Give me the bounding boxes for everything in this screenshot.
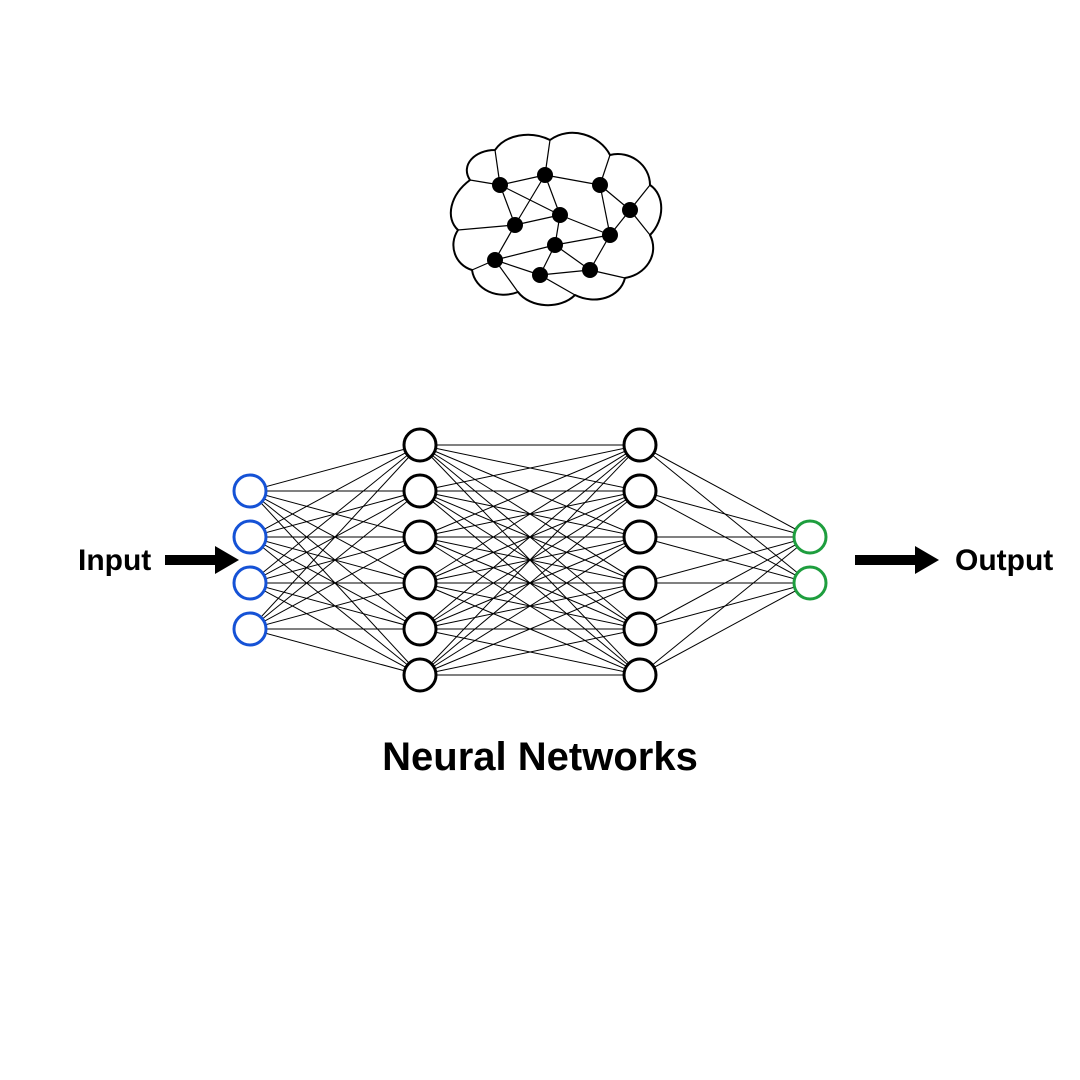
brain-icon: [451, 133, 661, 305]
brain-node: [602, 227, 618, 243]
nn-node-hidden1: [404, 475, 436, 507]
brain-edge: [560, 215, 610, 235]
input-label: Input: [78, 544, 151, 577]
nn-node-hidden1: [404, 659, 436, 691]
brain-edge: [545, 175, 600, 185]
nn-node-input: [234, 567, 266, 599]
nn-edge: [640, 583, 810, 675]
nn-node-hidden2: [624, 475, 656, 507]
nn-node-input: [234, 475, 266, 507]
nn-edge: [250, 445, 420, 491]
nn-node-hidden1: [404, 567, 436, 599]
brain-spoke: [458, 225, 515, 230]
nn-edge: [250, 629, 420, 675]
nn-node-hidden1: [404, 521, 436, 553]
input-arrow-head: [215, 546, 239, 574]
nn-node-hidden2: [624, 659, 656, 691]
diagram-title: Neural Networks: [382, 735, 698, 779]
brain-node: [492, 177, 508, 193]
nn-node-hidden2: [624, 521, 656, 553]
output-label: Output: [955, 544, 1053, 577]
nn-edge: [640, 445, 810, 537]
nn-node-input: [234, 613, 266, 645]
brain-node: [622, 202, 638, 218]
nn-edge: [250, 445, 420, 583]
nn-node-hidden1: [404, 613, 436, 645]
brain-node: [487, 252, 503, 268]
brain-node: [582, 262, 598, 278]
nn-node-output: [794, 567, 826, 599]
nn-node-output: [794, 521, 826, 553]
nn-node-hidden1: [404, 429, 436, 461]
nn-edge: [640, 491, 810, 537]
brain-node: [507, 217, 523, 233]
output-arrow: [855, 546, 939, 574]
brain-node: [552, 207, 568, 223]
brain-node: [532, 267, 548, 283]
nn-edge: [640, 537, 810, 675]
input-arrow: [165, 546, 239, 574]
brain-node: [547, 237, 563, 253]
nn-node-hidden2: [624, 429, 656, 461]
brain-node: [592, 177, 608, 193]
nn-node-input: [234, 521, 266, 553]
brain-edge: [555, 235, 610, 245]
brain-edge: [495, 245, 555, 260]
brain-node: [537, 167, 553, 183]
neural-network-diagram: [234, 429, 826, 691]
output-arrow-head: [915, 546, 939, 574]
nn-edges: [250, 445, 810, 675]
nn-node-hidden2: [624, 613, 656, 645]
nn-node-hidden2: [624, 567, 656, 599]
